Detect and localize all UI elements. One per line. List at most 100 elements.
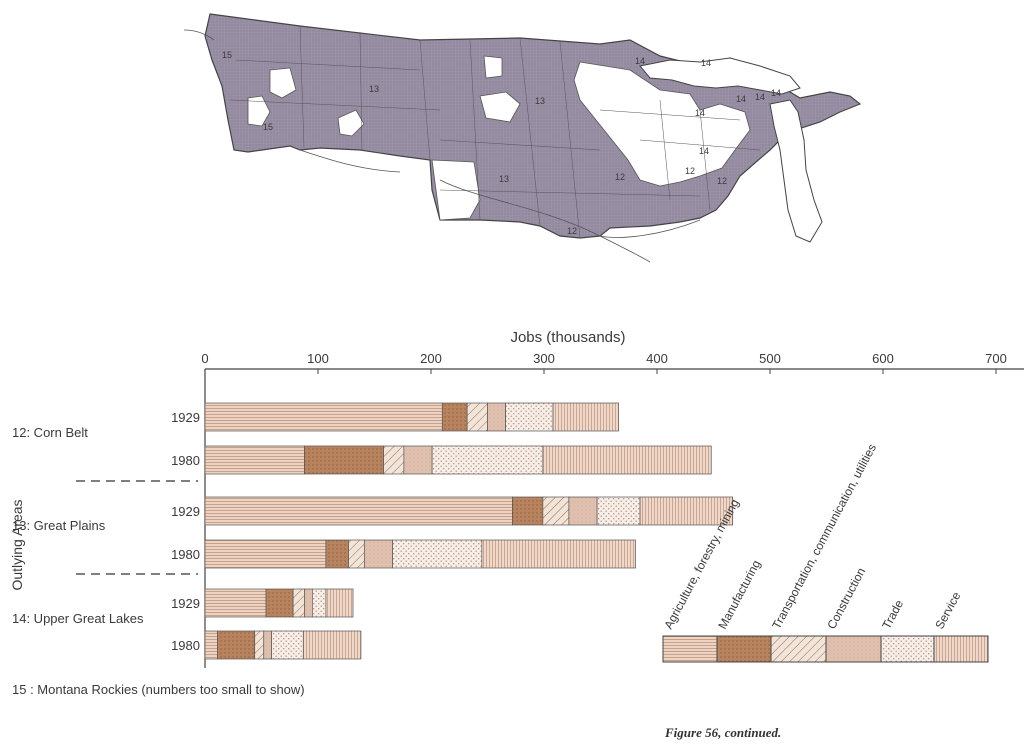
bar-segment-manufacturing — [512, 496, 544, 526]
group-label: 14: Upper Great Lakes — [12, 611, 144, 626]
bar-segment-service — [639, 496, 734, 526]
legend-swatch-construction — [825, 635, 882, 663]
jobs-bar-chart: Jobs (thousands) 0 100 200 300 400 500 600 700 … — [9, 329, 1024, 740]
legend-swatch-manufacturing — [716, 635, 772, 663]
y-axis-title: Outlying Areas — [9, 499, 25, 590]
bar-segment-transportation — [542, 496, 570, 526]
map-area-label: 12 — [567, 226, 577, 236]
map-white-area — [337, 109, 365, 137]
x-tick-label: 0 — [201, 351, 208, 366]
bar-segment-construction — [304, 588, 313, 618]
map-area-label: 13 — [369, 84, 379, 94]
map-area-label: 14 — [771, 88, 781, 98]
figure-caption: Figure 56, continued. — [664, 725, 781, 740]
map-area-label: 14 — [699, 146, 709, 156]
bar-segment-service — [542, 445, 712, 475]
map-area-label: 14 — [701, 58, 711, 68]
legend-swatch-service — [933, 635, 989, 663]
map-white-area — [269, 67, 297, 99]
lake-michigan — [769, 99, 823, 243]
river — [183, 29, 215, 41]
bar-segment-manufacturing — [217, 630, 256, 660]
x-tick-label: 600 — [872, 351, 894, 366]
legend-label: Service — [932, 589, 963, 631]
bar-segment-trade — [431, 445, 544, 475]
bar-segment-trade — [312, 588, 327, 618]
year-label: 1980 — [171, 453, 200, 468]
bar-segment-agriculture — [204, 445, 305, 475]
lake-superior — [639, 57, 801, 95]
year-label: 1929 — [171, 596, 200, 611]
bar-segment-transportation — [383, 445, 405, 475]
x-tick-label: 400 — [646, 351, 668, 366]
year-label: 1980 — [171, 547, 200, 562]
bar-segment-agriculture — [204, 496, 513, 526]
bar-segment-construction — [403, 445, 433, 475]
map-area-label: 14 — [736, 94, 746, 104]
x-tick-label: 100 — [307, 351, 329, 366]
map-area-label: 12 — [717, 176, 727, 186]
map-area-label: 14 — [635, 56, 645, 66]
bar-segment-service — [325, 588, 354, 618]
bar-segment-construction — [263, 630, 273, 660]
map-area-label: 15 — [263, 122, 273, 132]
legend-swatch-agriculture — [662, 635, 718, 663]
map-white-area — [431, 159, 481, 221]
region-map: 15 15 13 13 13 12 12 12 12 14 14 14 14 14 14 14 — [183, 13, 862, 263]
year-label: 1980 — [171, 638, 200, 653]
bar-segment-manufacturing — [325, 539, 349, 569]
map-area-label: 12 — [685, 166, 695, 176]
river — [439, 179, 651, 263]
map-white-area — [483, 55, 503, 79]
map-area-label: 13 — [499, 174, 509, 184]
bar-segment-agriculture — [204, 539, 327, 569]
map-area-label: 15 — [222, 50, 232, 60]
map-area-label: 12 — [615, 172, 625, 182]
legend-label: Trade — [879, 597, 906, 631]
bar-segment-service — [481, 539, 636, 569]
bar-segment-service — [552, 402, 619, 432]
legend-label: Manufacturing — [715, 558, 763, 632]
bar-segment-agriculture — [204, 630, 218, 660]
legend-label: Transportation, communication, utilities — [769, 441, 879, 631]
map-area-label: 14 — [695, 108, 705, 118]
bar-segment-trade — [392, 539, 483, 569]
bar-segment-agriculture — [204, 402, 443, 432]
group-label: 13: Great Plains — [12, 518, 106, 533]
river — [299, 149, 401, 173]
bar-segment-transportation — [348, 539, 365, 569]
x-tick-label: 300 — [533, 351, 555, 366]
county-lines — [229, 25, 761, 239]
year-label: 1929 — [171, 410, 200, 425]
bar-segment-manufacturing — [265, 588, 294, 618]
bar-segment-manufacturing — [304, 445, 384, 475]
bar-segment-transportation — [466, 402, 488, 432]
bar-segment-transportation — [292, 588, 305, 618]
year-label: 1929 — [171, 504, 200, 519]
map-white-core — [573, 61, 751, 187]
bar-segment-trade — [505, 402, 554, 432]
legend: Agriculture, forestry, miningManufacturi… — [661, 441, 989, 663]
bar-segment-construction — [487, 402, 506, 432]
map-area-label: 14 — [755, 92, 765, 102]
map-white-area — [247, 95, 271, 127]
legend-swatch-trade — [880, 635, 935, 663]
bar-segment-construction — [568, 496, 598, 526]
bar-segment-construction — [363, 539, 393, 569]
bar-segment-transportation — [254, 630, 265, 660]
map-area-label: 13 — [535, 96, 545, 106]
x-tick-label: 700 — [985, 351, 1007, 366]
group-label: 12: Corn Belt — [12, 425, 88, 440]
legend-label: Construction — [824, 565, 868, 631]
montana-note: 15 : Montana Rockies (numbers too small … — [12, 682, 305, 697]
x-axis-title: Jobs (thousands) — [510, 329, 625, 346]
bar-segment-service — [302, 630, 362, 660]
map-white-area — [479, 91, 521, 123]
bar-segment-trade — [271, 630, 304, 660]
x-tick-label: 200 — [420, 351, 442, 366]
river — [599, 219, 701, 238]
x-tick-label: 500 — [759, 351, 781, 366]
legend-swatch-transportation — [770, 635, 827, 663]
bar-segment-agriculture — [204, 588, 267, 618]
